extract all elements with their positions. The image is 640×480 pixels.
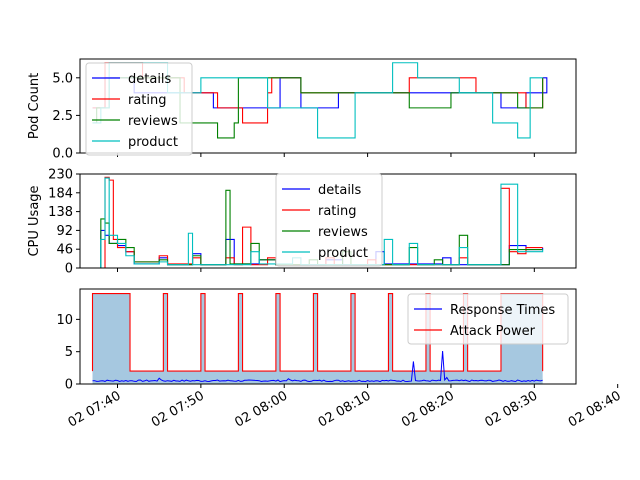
legend-cpu-usage-entry-2: reviews bbox=[318, 225, 368, 240]
y-tick-label-3-2: 10 bbox=[56, 313, 73, 328]
y-tick-label-2-1: 46 bbox=[56, 243, 73, 258]
legend-cpu-usage: details rating reviews product bbox=[275, 173, 383, 267]
legend-attack-entry-1: Attack Power bbox=[450, 324, 536, 339]
legend-attack: Response Times Attack Power bbox=[407, 293, 569, 345]
legend-attack-entry-0: Response Times bbox=[450, 303, 555, 318]
series-line-2-reviews bbox=[92, 189, 543, 269]
legend-cpu-usage-entry-3: product bbox=[318, 246, 368, 261]
legend-pod-count-entry-3: product bbox=[128, 135, 178, 150]
legend-pod-count-frame bbox=[85, 62, 193, 156]
legend-pod-count-entry-0: details bbox=[128, 72, 172, 87]
legend-attack-frame bbox=[407, 293, 569, 345]
y-tick-label-2-4: 184 bbox=[48, 186, 73, 201]
panel-3-frame bbox=[79, 288, 577, 385]
x-tick-label-0: 02 07:40 bbox=[66, 388, 124, 430]
panel-1-frame bbox=[79, 58, 577, 154]
x-tick-label-2: 02 08:00 bbox=[232, 388, 290, 430]
y-tick-label-1-0: 0.0 bbox=[52, 147, 73, 162]
y-tick-label-1-2: 5.0 bbox=[52, 71, 73, 86]
y-tick-label-3-0: 0 bbox=[65, 378, 73, 393]
legend-cpu-usage-entry-1: rating bbox=[318, 204, 357, 219]
y-tick-label-2-5: 230 bbox=[48, 168, 73, 183]
y-axis-label-2: CPU Usage bbox=[27, 185, 42, 256]
legend-cpu-usage-frame bbox=[275, 173, 383, 267]
attack-power-line bbox=[91, 292, 544, 372]
x-tick-label-5: 02 08:30 bbox=[482, 388, 540, 430]
legend-cpu-usage-entry-0: details bbox=[318, 183, 362, 198]
series-line-2-product bbox=[92, 177, 544, 269]
legend-pod-count-entry-1: rating bbox=[128, 93, 167, 108]
y-tick-label-2-0: 0 bbox=[65, 262, 73, 277]
x-tick-label-3: 02 08:10 bbox=[316, 388, 374, 430]
x-tick-label-1: 02 07:50 bbox=[149, 388, 207, 430]
x-tick-label-4: 02 08:20 bbox=[399, 388, 457, 430]
y-axis-label-1: Pod Count bbox=[27, 73, 42, 139]
y-tick-label-2-3: 138 bbox=[48, 205, 73, 220]
response-times-line bbox=[92, 350, 543, 383]
y-tick-label-2-2: 92 bbox=[56, 224, 73, 239]
legend-pod-count: details rating reviews product bbox=[85, 62, 193, 156]
legend-pod-count-entry-2: reviews bbox=[128, 114, 178, 129]
x-tick-label-6: 02 08:40 bbox=[566, 388, 624, 430]
y-tick-label-1-1: 2.5 bbox=[52, 109, 73, 124]
y-tick-label-3-1: 5 bbox=[65, 345, 73, 360]
